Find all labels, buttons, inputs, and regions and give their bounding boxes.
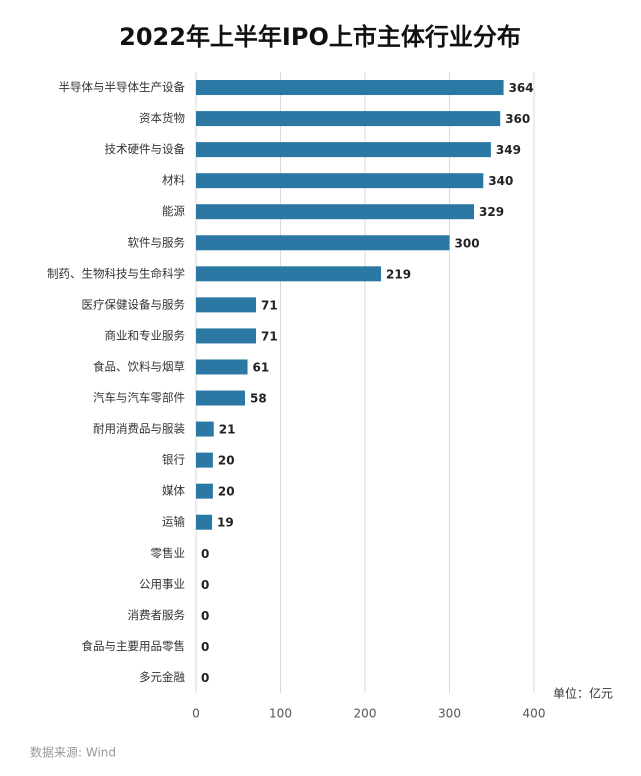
bar	[196, 142, 491, 158]
bar	[196, 80, 504, 96]
y-tick-label: 耐用消费品与服装	[93, 422, 185, 436]
y-tick-label: 公用事业	[139, 577, 185, 591]
y-tick-label: 银行	[162, 453, 185, 467]
y-tick-label: 制药、生物科技与生命科学	[47, 266, 185, 280]
y-tick-label: 材料	[162, 173, 185, 187]
value-label: 19	[217, 516, 234, 530]
y-tick-label: 食品、饮料与烟草	[93, 359, 185, 373]
unit-label: 单位：亿元	[553, 686, 613, 701]
y-tick-label: 媒体	[162, 484, 185, 498]
bar	[196, 359, 248, 375]
source-note: 数据来源: Wind	[30, 745, 116, 760]
bar	[196, 266, 382, 282]
bar	[196, 421, 214, 437]
bar	[196, 235, 450, 251]
value-label: 340	[488, 174, 513, 188]
y-tick-label: 多元金融	[139, 670, 185, 684]
bar	[196, 297, 256, 313]
value-label: 360	[505, 112, 530, 126]
y-tick-label: 消费者服务	[128, 608, 186, 622]
value-label: 329	[479, 205, 504, 219]
value-label: 0	[201, 671, 209, 685]
value-label: 71	[261, 298, 278, 312]
bar	[196, 390, 246, 406]
bar	[196, 483, 213, 499]
y-tick-label: 软件与服务	[128, 235, 186, 249]
value-label: 0	[201, 578, 209, 592]
y-tick-label: 零售业	[151, 546, 186, 560]
value-label: 349	[496, 143, 521, 157]
y-tick-label: 运输	[162, 515, 185, 529]
value-label: 0	[201, 640, 209, 654]
y-tick-label: 医疗保健设备与服务	[82, 297, 186, 311]
value-label: 364	[509, 81, 534, 95]
value-label: 219	[386, 267, 411, 281]
x-tick-label: 300	[438, 707, 461, 721]
y-tick-label: 商业和专业服务	[105, 328, 186, 342]
bar	[196, 204, 475, 220]
x-tick-label: 200	[354, 707, 377, 721]
value-label: 71	[261, 329, 278, 343]
bar	[196, 173, 484, 189]
bar	[196, 328, 256, 344]
y-tick-label: 半导体与半导体生产设备	[59, 80, 186, 94]
value-label: 20	[218, 485, 235, 499]
value-label: 58	[250, 392, 267, 406]
y-tick-label: 技术硬件与设备	[105, 142, 186, 156]
bar	[196, 111, 501, 127]
value-label: 0	[201, 609, 209, 623]
value-label: 20	[218, 454, 235, 468]
x-tick-label: 400	[523, 707, 546, 721]
y-tick-label: 资本货物	[139, 111, 185, 125]
value-label: 300	[455, 236, 480, 250]
x-tick-label: 0	[192, 707, 200, 721]
x-tick-label: 100	[269, 707, 292, 721]
value-label: 21	[219, 423, 236, 437]
y-tick-label: 能源	[162, 204, 185, 218]
y-tick-label: 汽车与汽车零部件	[93, 391, 185, 405]
y-tick-label: 食品与主要用品零售	[82, 639, 186, 653]
bar	[196, 514, 213, 530]
bar	[196, 452, 213, 468]
value-label: 61	[253, 360, 270, 374]
chart-title: 2022年上半年IPO上市主体行业分布	[119, 23, 521, 51]
value-label: 0	[201, 547, 209, 561]
